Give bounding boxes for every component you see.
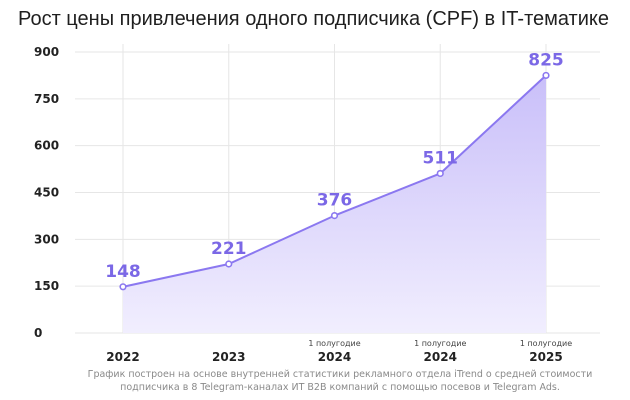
x-tick-sublabel-2: 1 полугодие [308,339,360,348]
y-tick-label-900: 900 [34,45,59,59]
footnote-line-2: подписчика в 8 Telegram-каналах ИТ B2B к… [120,382,560,393]
area-fill [123,75,546,334]
area-layer [123,75,546,334]
data-point-3 [436,169,444,178]
x-axis-ticks: 2022 2023 1 полугодие 2024 1 полугодие 2024 1 … [106,339,572,364]
y-tick-label-150: 150 [34,279,59,293]
data-point-1 [225,260,233,268]
data-label-3: 511 [423,148,459,168]
footnote: График построен на основе внутренней ста… [60,368,620,394]
x-tick-sublabel-4: 1 полугодие [520,339,572,348]
data-label-4: 825 [528,50,564,70]
data-point-4 [542,71,550,80]
point-layer [119,71,550,291]
data-point-0 [119,283,127,291]
x-tick-sublabel-3: 1 полугодие [414,339,466,348]
data-label-0: 148 [105,262,141,282]
x-tick-label-3: 2024 [424,350,457,364]
x-tick-label-1: 2023 [212,350,245,364]
data-label-1: 221 [211,239,247,259]
y-tick-label-750: 750 [34,92,59,106]
x-tick-label-0: 2022 [106,350,139,364]
data-label-layer: 148 221 376 511 825 [105,50,564,281]
y-tick-label-600: 600 [34,139,59,153]
y-tick-label-0: 0 [34,326,42,340]
y-tick-label-300: 300 [34,232,59,246]
x-tick-label-4: 2025 [529,350,562,364]
data-point-2 [330,212,339,220]
y-axis-ticks: 0 150 300 450 600 750 900 [34,45,59,340]
x-tick-label-2: 2024 [318,350,351,364]
chart-title: Рост цены привлечения одного подписчика … [18,8,609,30]
footnote-line-1: График построен на основе внутренней ста… [87,369,593,380]
data-label-2: 376 [317,191,353,211]
y-tick-label-450: 450 [34,186,59,200]
